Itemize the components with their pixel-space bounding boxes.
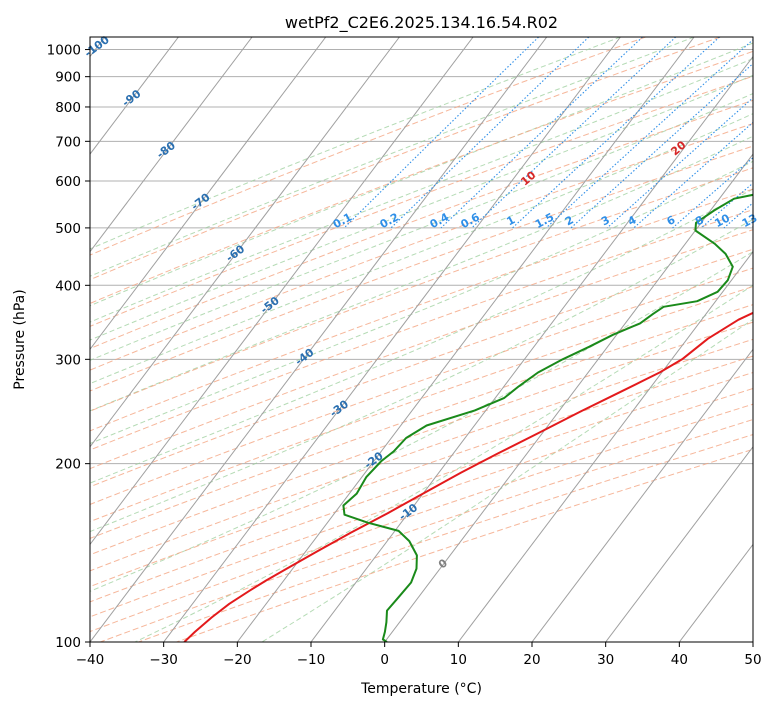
isotherm-line [236, 37, 695, 642]
isotherm-line [90, 37, 400, 448]
mixing-ratio-line [440, 37, 643, 229]
y-axis: 100 200 300 400 500 600 700 800 900 1000 [47, 43, 90, 651]
moist-adiabat-line [90, 188, 753, 484]
dry-adiabat-line [90, 209, 753, 451]
isotherm-line [384, 153, 753, 642]
dry-adiabat-line [90, 145, 753, 392]
isotherm-line [163, 37, 621, 642]
dry-adiabat-line [90, 123, 753, 371]
moist-adiabat-line [90, 251, 753, 592]
isotherm-line [605, 446, 753, 642]
dry-adiabat-line [90, 37, 646, 256]
y-axis-label: Pressure (hPa) [12, 289, 28, 389]
background-lines [90, 37, 753, 642]
isotherm-line [457, 250, 753, 642]
x-tick-label: 20 [523, 652, 540, 668]
x-tick-label: −40 [76, 652, 105, 668]
y-tick-label: 800 [55, 100, 81, 116]
y-tick-label: 1000 [47, 43, 81, 59]
dry-adiabat-line [90, 387, 753, 618]
series-layer [183, 193, 753, 642]
y-tick-label: 700 [55, 134, 81, 150]
x-tick-label: −30 [149, 652, 178, 668]
x-tick-label: 40 [671, 652, 688, 668]
isotherm-line [531, 348, 753, 642]
y-tick-label: 600 [55, 174, 81, 190]
dry-adiabat-line [90, 75, 753, 327]
dry-adiabat-line [90, 50, 753, 304]
moist-adiabat-line [90, 113, 753, 385]
x-tick-label: −20 [223, 652, 252, 668]
mixing-ratio-label: 13 [740, 211, 760, 230]
moist-adiabat-line [90, 74, 753, 341]
mixing-ratio-line [390, 37, 590, 229]
x-tick-label: 0 [380, 652, 389, 668]
isotherm-line [310, 55, 753, 642]
dry-adiabat-line [90, 188, 753, 432]
isotherm-line [90, 37, 548, 642]
chart-title: wetPf2_C2E6.2025.134.16.54.R02 [285, 13, 558, 33]
mixing-ratio-line [343, 37, 539, 229]
mixing-ratio-line [570, 62, 753, 229]
temperature-line [183, 311, 753, 642]
y-tick-label: 100 [55, 635, 81, 651]
isotherm-line [90, 37, 253, 253]
y-tick-label: 200 [55, 457, 81, 473]
dry-adiabat-line [90, 304, 753, 539]
isotherm-line [90, 37, 327, 351]
moist-adiabat-line [90, 92, 753, 361]
dry-adiabat-line [90, 248, 753, 488]
mixing-ratio-line [512, 37, 720, 229]
mixing-ratio-line [545, 39, 753, 229]
moist-adiabat-line [90, 37, 621, 250]
y-tick-label: 300 [55, 352, 81, 368]
y-tick-label: 400 [55, 278, 81, 294]
x-axis-label: Temperature (°C) [360, 681, 482, 697]
dewpoint-line [342, 193, 753, 642]
dry-adiabat-line [90, 286, 753, 523]
x-tick-label: 30 [597, 652, 614, 668]
moist-adiabat-line [90, 57, 753, 323]
dry-adiabat-line [90, 37, 721, 281]
dry-adiabat-line [90, 338, 753, 572]
y-tick-label: 500 [55, 221, 81, 237]
y-tick-label: 900 [55, 70, 81, 86]
mixing-ratio-label: 10 [712, 211, 732, 230]
isotherm-line [90, 37, 179, 155]
x-axis: −40 −30 −20 −10 0 10 20 30 40 50 [76, 642, 762, 668]
x-tick-label: 10 [450, 652, 467, 668]
moist-adiabat-line [90, 160, 753, 445]
x-tick-label: −10 [297, 652, 326, 668]
moist-adiabat-line [90, 37, 695, 277]
dry-adiabat-line [90, 99, 753, 350]
isotherm-line [90, 37, 474, 546]
dry-adiabat-line [90, 355, 753, 588]
x-tick-label: 50 [744, 652, 761, 668]
plot-frame [89, 36, 754, 643]
